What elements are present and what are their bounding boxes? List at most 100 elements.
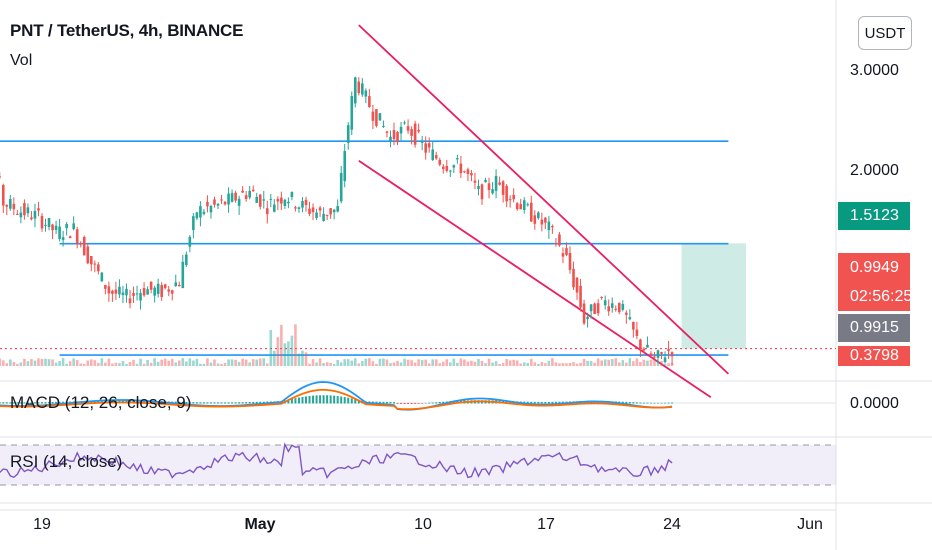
volume-bar: [473, 361, 477, 366]
volume-bar: [364, 358, 368, 366]
candle-body: [519, 204, 523, 210]
candle-body: [667, 349, 670, 352]
macd-histogram-bar: [0, 402, 1, 404]
countdown-tag: 02:56:25: [838, 283, 912, 311]
candle-body: [192, 216, 195, 231]
macd-histogram-bar: [442, 401, 445, 404]
candle-body: [318, 207, 322, 211]
candle-body: [170, 290, 174, 294]
volume-bar: [121, 360, 125, 366]
volume-bar: [484, 363, 487, 366]
volume-bar: [75, 360, 79, 366]
macd-histogram-bar: [554, 401, 557, 404]
candle-body: [61, 237, 65, 241]
macd-histogram-bar: [150, 400, 153, 404]
volume-bar: [23, 358, 26, 366]
candle-body: [304, 199, 308, 206]
volume-bar: [547, 360, 551, 366]
macd-label: MACD (12, 26, close, 9): [10, 393, 192, 412]
macd-histogram-bar: [217, 402, 219, 404]
currency-button[interactable]: USDT: [858, 16, 912, 50]
volume-bar: [19, 362, 23, 366]
last-price-tag: 0.9949: [838, 253, 910, 283]
volume-bar: [9, 359, 12, 366]
macd-histogram-bar: [635, 402, 638, 404]
volume-bar: [498, 363, 501, 366]
volume-bar: [452, 358, 456, 366]
volume-bar: [170, 358, 174, 366]
macd-histogram-bar: [632, 402, 635, 404]
macd-histogram-bar: [382, 401, 385, 404]
candle-body: [167, 289, 171, 292]
volume-bar: [26, 361, 30, 366]
candle-body: [107, 286, 111, 294]
volume-bar: [12, 361, 16, 366]
macd-histogram-bar: [58, 401, 61, 404]
macd-histogram-bar: [178, 401, 181, 404]
candle-body: [579, 285, 582, 308]
volume-bar: [617, 362, 621, 366]
macd-histogram-bar: [23, 402, 26, 404]
candle-body: [308, 208, 311, 214]
candle-body: [403, 122, 406, 124]
candle-body: [544, 217, 547, 223]
candle-body: [160, 285, 163, 297]
candle-body: [410, 129, 413, 136]
volume-bar: [269, 330, 273, 366]
macd-histogram-bar: [192, 402, 195, 404]
candle-body: [251, 189, 255, 192]
candle-body: [5, 204, 9, 207]
volume-bar: [135, 363, 139, 366]
volume-bar: [575, 363, 579, 366]
volume-bar: [572, 362, 575, 366]
volume-bar: [280, 324, 283, 366]
volume-bar: [456, 362, 459, 366]
candle-body: [209, 205, 213, 213]
candle-body: [649, 353, 653, 356]
candle-body: [290, 192, 294, 198]
candle-body: [280, 197, 283, 204]
volume-bar: [107, 358, 111, 366]
candle-body: [635, 329, 639, 336]
candle-body: [565, 248, 568, 255]
candle-body: [258, 194, 262, 207]
candle-body: [185, 254, 188, 265]
volume-bar: [230, 359, 234, 366]
price-tick-3: 3.0000: [850, 62, 899, 79]
candle-body: [262, 199, 266, 201]
candle-body: [575, 277, 579, 293]
signal-line: [0, 388, 673, 411]
macd-histogram-bar: [234, 402, 237, 404]
volume-bar: [600, 360, 603, 366]
volume-bar: [216, 363, 220, 366]
volume-bar: [40, 358, 44, 366]
candle-body: [227, 193, 230, 205]
macd-histogram-bar: [375, 401, 378, 404]
candle-body: [68, 236, 72, 239]
candle-body: [114, 289, 118, 294]
volume-bar: [603, 359, 607, 366]
macd-histogram-bar: [62, 401, 65, 404]
volume-bar: [582, 358, 586, 366]
candle-body: [470, 173, 473, 176]
candle-body: [72, 223, 75, 230]
volume-bar: [47, 359, 51, 366]
candle-body: [273, 204, 276, 212]
volume-bar: [389, 363, 392, 366]
macd-histogram-bar: [667, 402, 670, 404]
volume-bar: [58, 360, 61, 366]
macd-histogram-bar: [248, 402, 251, 404]
volume-bar: [258, 358, 262, 366]
volume-bar: [463, 359, 466, 366]
candle-body: [361, 83, 364, 95]
macd-histogram-bar: [421, 403, 424, 404]
volume-bar: [255, 359, 259, 366]
candle-body: [653, 356, 656, 358]
candle-body: [526, 204, 530, 206]
volume-bar: [512, 359, 515, 366]
volume-bar: [163, 358, 167, 366]
volume-bar: [417, 359, 420, 366]
volume-bar: [505, 359, 508, 366]
volume-bar: [519, 363, 523, 366]
candle-body: [346, 125, 350, 143]
